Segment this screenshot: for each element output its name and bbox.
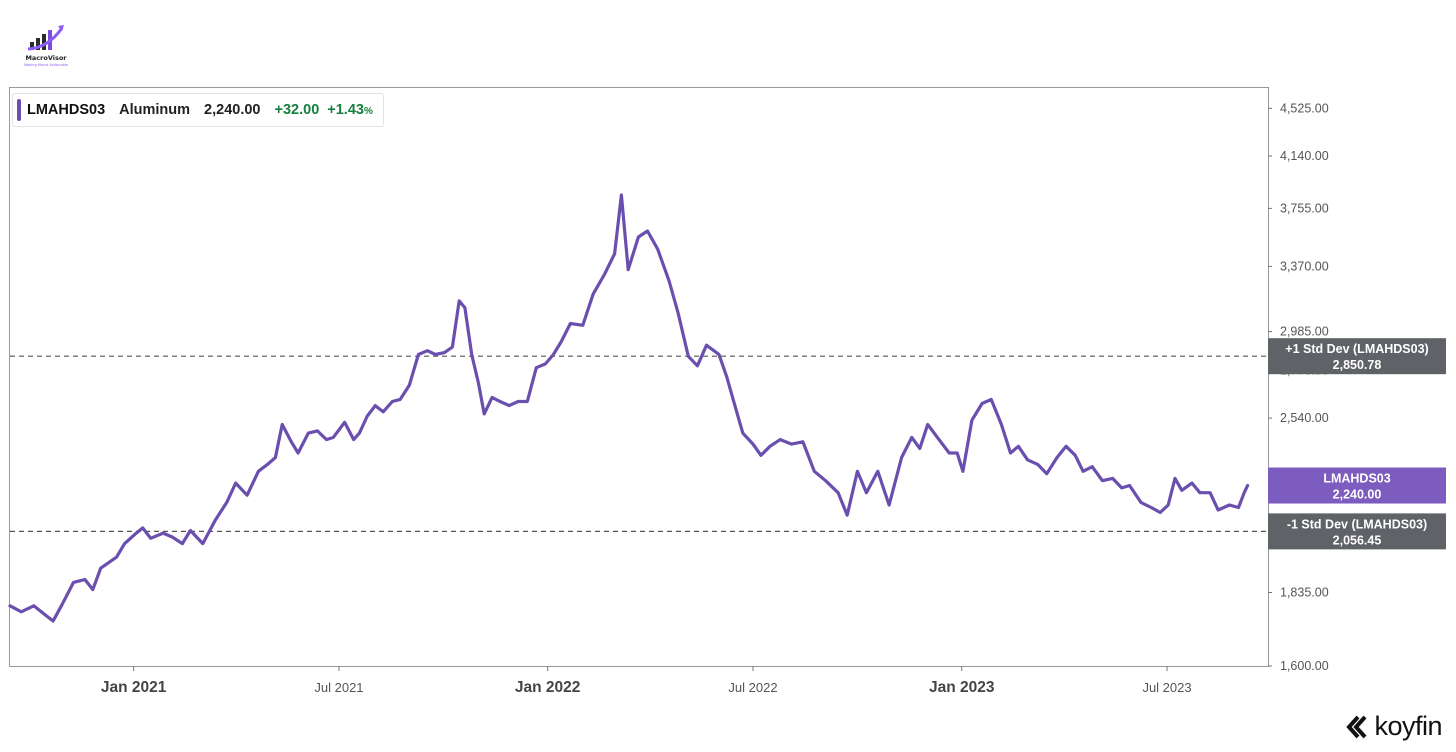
brand-name: koyfin [1374,711,1442,741]
logo-tagline: Making Macro Actionable [24,63,68,67]
plot-frame [9,87,1269,667]
current-value-label-title: LMAHDS03 [1323,472,1390,486]
current-value-label-value: 2,240.00 [1333,488,1382,502]
y-tick-label: 2,540.00 [1280,411,1329,425]
y-tick-label: 4,525.00 [1280,101,1329,115]
y-tick-label: 4,140.00 [1280,149,1329,163]
minus-std-dev-label-bg [1268,513,1446,550]
reference-lines [10,355,1268,532]
minus-std-dev-label-value: 2,056.45 [1333,533,1382,547]
plus-std-dev-label: +1 Std Dev (LMAHDS03) 2,850.78 [1268,338,1446,375]
y-tick-label: 2,985.00 [1280,325,1329,339]
minus-std-dev-label-title: -1 Std Dev (LMAHDS03) [1287,517,1427,531]
y-tick-label: 3,370.00 [1280,259,1329,273]
x-tick-label: Jul 2023 [1142,680,1191,695]
legend-percent: +1.43% [327,102,373,118]
current-value-label: LMAHDS03 2,240.00 [1268,467,1446,504]
plus-std-dev-label-title: +1 Std Dev (LMAHDS03) [1285,342,1428,356]
legend-change: +32.00 [274,102,320,118]
koyfin-brand: koyfin [1344,711,1442,742]
y-tick-label: 1,600.00 [1280,659,1329,673]
plus-std-dev-label-value: 2,850.78 [1333,358,1382,372]
right-axis-labels: +1 Std Dev (LMAHDS03) 2,850.78 LMAHDS03 2,2… [1268,338,1446,550]
x-tick-label: Jul 2022 [728,680,777,695]
series-line-lmahds03 [8,193,1250,623]
y-tick-label: 1,835.00 [1280,585,1329,599]
x-tick-label: Jan 2022 [515,679,581,696]
legend-swatch [17,99,21,121]
plus-std-dev-label-bg [1268,338,1446,375]
x-axis: Jan 2021 Jul 2021 Jan 2022 Jul 2022 Jan 2023… [101,666,1192,696]
logo-title: MacroVisor [25,54,67,62]
x-tick-label: Jan 2023 [929,679,995,696]
y-axis: 1,600.001,835.002,540.002,775.002,985.00… [1268,101,1329,673]
legend-symbol: LMAHDS03 [27,102,106,118]
logo-bars-icon [27,25,64,51]
y-tick-label: 3,755.00 [1280,201,1329,215]
macrovisor-logo: MacroVisor Making Macro Actionable [20,22,72,72]
x-tick-label: Jan 2021 [101,679,167,696]
series-legend[interactable]: LMAHDS03 Aluminum 2,240.00 +32.00 +1.43% [12,93,384,127]
legend-name: Aluminum [119,102,191,118]
legend-value: 2,240.00 [204,102,261,118]
koyfin-logo-icon [1346,715,1367,738]
minus-std-dev-label: -1 Std Dev (LMAHDS03) 2,056.45 [1268,513,1446,550]
current-value-label-bg [1268,467,1446,504]
x-tick-label: Jul 2021 [314,680,363,695]
